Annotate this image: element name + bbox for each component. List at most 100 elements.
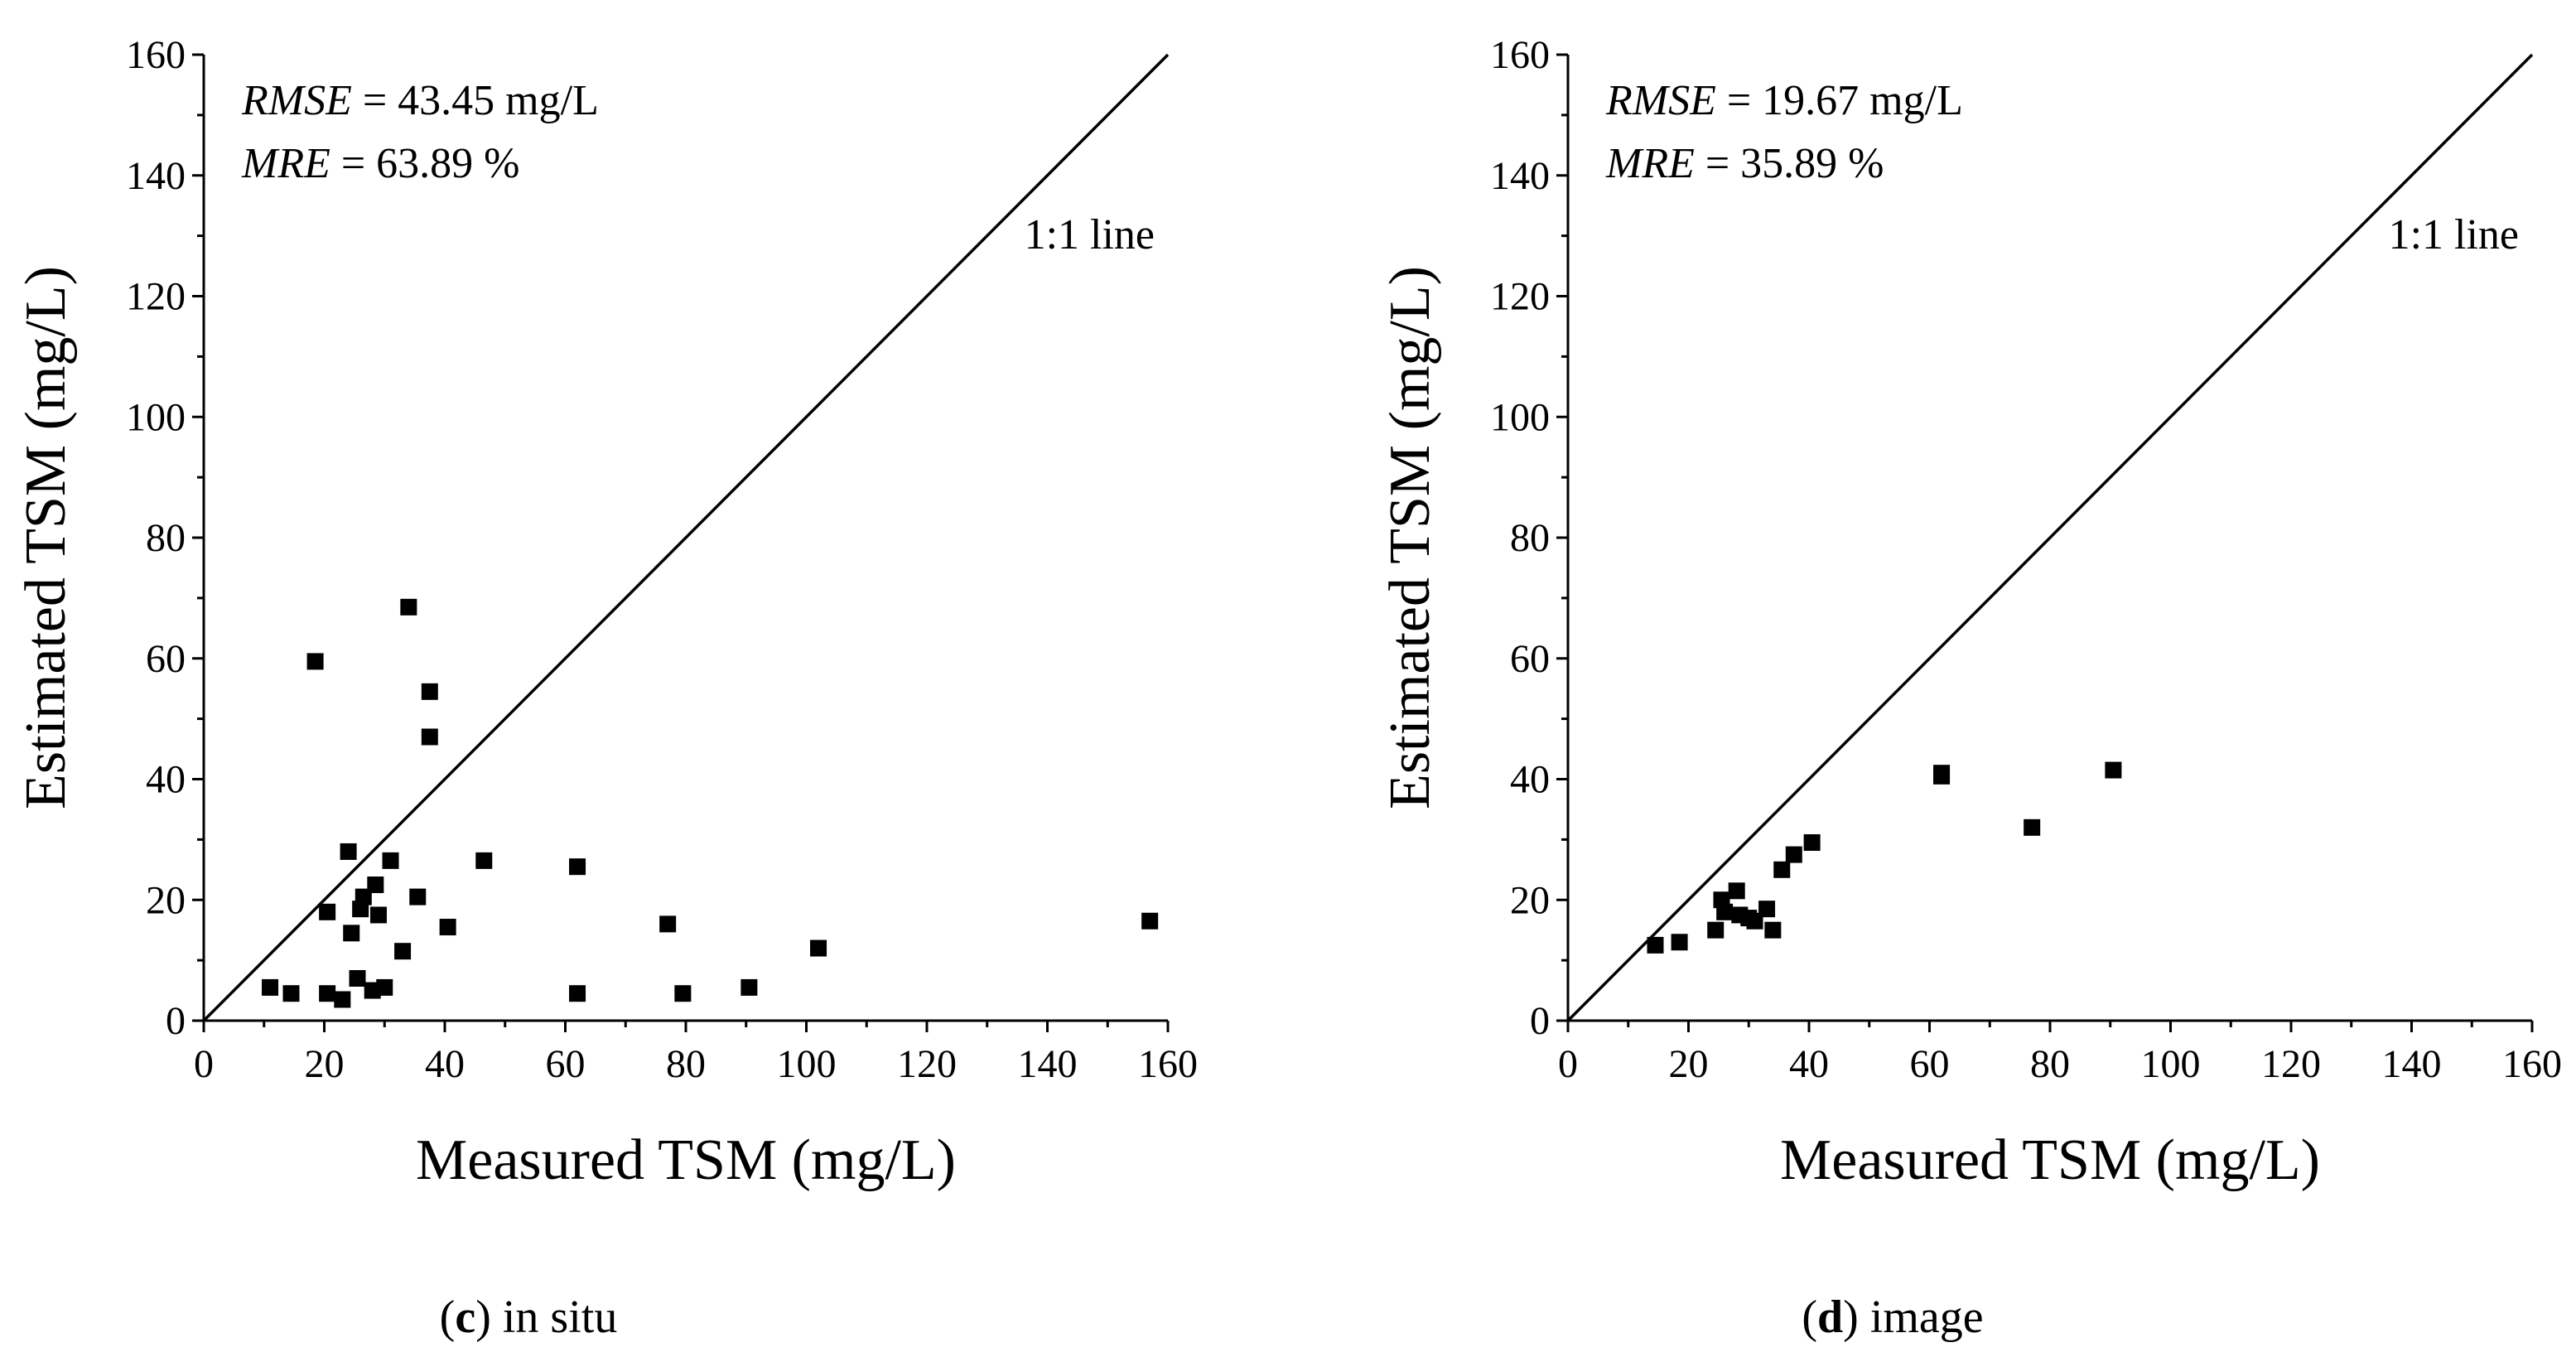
data-point	[1141, 912, 1159, 930]
stat-value: = 43.45 mg/L	[352, 77, 599, 124]
data-point	[421, 683, 438, 700]
y-axis-title: Estimated TSM (mg/L)	[1378, 266, 1442, 809]
data-point	[306, 653, 324, 670]
data-point	[1671, 934, 1688, 951]
data-point	[1716, 903, 1734, 920]
data-point	[262, 978, 279, 996]
data-point	[1707, 921, 1725, 939]
caption-paren-open: (	[440, 1292, 456, 1343]
stat-rmse: RMSE = 19.67 mg/L	[1605, 77, 1963, 124]
y-tick-label: 80	[1510, 516, 1550, 560]
caption-letter: c	[455, 1292, 475, 1343]
data-point	[1758, 901, 1776, 918]
data-point	[659, 915, 677, 933]
data-point	[1803, 834, 1821, 852]
data-point	[369, 906, 387, 924]
y-tick-label: 140	[1490, 154, 1550, 198]
data-point	[382, 852, 399, 869]
data-point	[319, 903, 336, 920]
x-tick-label: 160	[1138, 1042, 1198, 1086]
x-tick-label: 80	[2030, 1042, 2070, 1086]
panel-caption: (c) in situ	[440, 1292, 618, 1343]
stat-name: RMSE	[1605, 77, 1716, 124]
y-tick-label: 0	[1530, 999, 1550, 1043]
caption-paren-close: )	[475, 1292, 491, 1343]
stat-mre: MRE = 35.89 %	[1605, 140, 1884, 187]
x-tick-label: 120	[2261, 1042, 2321, 1086]
x-tick-label: 20	[305, 1042, 345, 1086]
stat-value: = 19.67 mg/L	[1716, 77, 1963, 124]
data-point	[1764, 921, 1782, 939]
caption-letter: d	[1817, 1292, 1843, 1343]
y-tick-label: 160	[126, 33, 186, 77]
y-tick-label: 160	[1490, 33, 1550, 77]
data-point	[349, 969, 366, 987]
y-tick-label: 100	[1490, 395, 1550, 439]
data-point	[1785, 846, 1802, 863]
x-axis-title: Measured TSM (mg/L)	[416, 1128, 956, 1192]
one-to-one-label: 1:1 line	[2389, 211, 2519, 258]
y-tick-label: 20	[146, 878, 186, 922]
y-tick-label: 40	[1510, 758, 1550, 802]
data-point	[421, 728, 438, 746]
x-tick-label: 80	[666, 1042, 706, 1086]
stat-name: MRE	[1605, 140, 1695, 187]
data-point	[2024, 819, 2041, 836]
caption-paren-open: (	[1802, 1292, 1817, 1343]
x-tick-label: 160	[2502, 1042, 2562, 1086]
data-point	[569, 985, 586, 1002]
data-point	[569, 858, 586, 876]
one-to-one-line	[1566, 53, 2534, 1022]
x-tick-label: 40	[1789, 1042, 1829, 1086]
data-point	[475, 852, 493, 869]
x-tick-label: 100	[777, 1042, 837, 1086]
data-point	[1933, 767, 1951, 785]
y-tick-label: 140	[126, 154, 186, 198]
x-tick-label: 40	[425, 1042, 465, 1086]
y-tick-label: 100	[126, 395, 186, 439]
y-tick-label: 120	[126, 275, 186, 319]
x-tick-label: 0	[194, 1042, 214, 1086]
one-to-one-label: 1:1 line	[1025, 211, 1155, 258]
data-point	[409, 888, 427, 905]
x-axis-title: Measured TSM (mg/L)	[1780, 1128, 2320, 1192]
x-tick-label: 140	[2382, 1042, 2442, 1086]
stat-mre: MRE = 63.89 %	[241, 140, 520, 187]
data-point	[367, 876, 384, 894]
data-point	[1728, 882, 1745, 900]
stat-rmse: RMSE = 43.45 mg/L	[241, 77, 599, 124]
panel-c: 0 20 40 60 80 100 120 140 160 0 20 40 60 80 100 120 140 1…	[14, 33, 1198, 1343]
x-tick-label: 120	[897, 1042, 957, 1086]
one-to-one-line	[202, 53, 1170, 1022]
stat-value: = 35.89 %	[1695, 140, 1884, 187]
panel-caption: (d) image	[1802, 1292, 1983, 1343]
data-point	[319, 985, 336, 1002]
data-point	[400, 598, 417, 616]
y-tick-label: 40	[146, 758, 186, 802]
y-tick-label: 0	[166, 999, 186, 1043]
x-tick-label: 20	[1669, 1042, 1709, 1086]
stat-name: RMSE	[241, 77, 352, 124]
caption-text: in situ	[491, 1292, 617, 1343]
x-tick-label: 0	[1558, 1042, 1578, 1086]
panel-d: 0 20 40 60 80 100 120 140 160 0 20 40 60 80 100 120 140 1…	[1378, 33, 2562, 1343]
data-point	[1647, 936, 1664, 954]
data-point	[1773, 861, 1791, 878]
x-tick-label: 60	[546, 1042, 586, 1086]
x-tick-label: 100	[2141, 1042, 2201, 1086]
stat-name: MRE	[241, 140, 330, 187]
data-point	[394, 943, 412, 960]
data-point	[282, 985, 300, 1002]
data-point	[343, 925, 360, 942]
x-tick-label: 140	[1018, 1042, 1078, 1086]
y-tick-label: 20	[1510, 878, 1550, 922]
y-axis-title: Estimated TSM (mg/L)	[14, 266, 78, 809]
x-tick-label: 60	[1910, 1042, 1950, 1086]
y-tick-label: 60	[1510, 637, 1550, 681]
data-point	[810, 939, 827, 957]
data-point	[439, 919, 456, 936]
data-point	[674, 985, 692, 1002]
data-point	[740, 978, 758, 996]
caption-text: image	[1859, 1292, 1984, 1343]
